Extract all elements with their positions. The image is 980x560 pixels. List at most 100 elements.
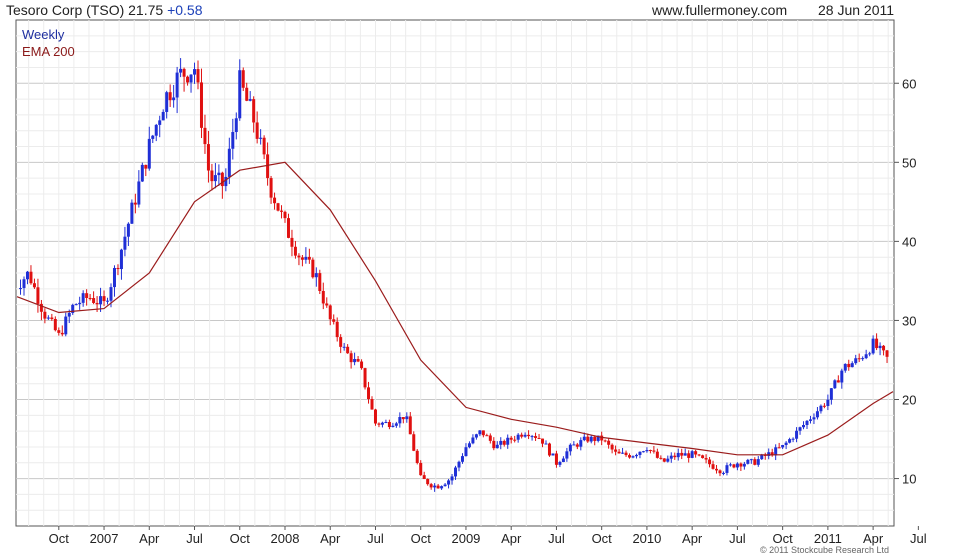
candle-body xyxy=(231,132,235,149)
candle-body xyxy=(492,440,496,449)
candle-body xyxy=(353,359,357,363)
candle-body xyxy=(415,450,419,463)
legend-ema: EMA 200 xyxy=(22,44,75,59)
candle-body xyxy=(248,99,252,101)
candle-body xyxy=(516,434,520,440)
candle-body xyxy=(575,444,579,447)
candle-body xyxy=(735,463,739,468)
candle-body xyxy=(255,122,259,139)
candle-body xyxy=(784,442,788,446)
candle-body xyxy=(614,449,618,452)
candle-body xyxy=(534,436,538,438)
candle-body xyxy=(878,345,882,349)
candle-body xyxy=(593,436,597,441)
candle-body xyxy=(440,486,444,489)
candle-body xyxy=(669,455,673,459)
candle-body xyxy=(596,435,600,441)
candle-body xyxy=(631,456,635,458)
candle-body xyxy=(561,458,565,462)
candle-body xyxy=(617,451,621,454)
candle-body xyxy=(715,468,719,471)
candle-body xyxy=(607,440,611,445)
candle-body xyxy=(193,69,197,75)
candle-body xyxy=(217,172,221,176)
candle-body xyxy=(133,202,137,205)
candle-body xyxy=(384,421,388,423)
candle-body xyxy=(523,434,527,437)
candle-body xyxy=(864,354,868,359)
candle-body xyxy=(704,458,708,460)
candle-body xyxy=(829,388,833,400)
candle-body xyxy=(589,436,593,442)
candle-body xyxy=(648,450,652,452)
candle-body xyxy=(429,484,433,488)
x-tick-label: Apr xyxy=(501,531,522,546)
candle-body xyxy=(659,457,663,459)
candle-body xyxy=(57,330,61,333)
chart-header-title: Tesoro Corp (TSO) 21.75 +0.58 xyxy=(6,2,203,18)
candle-body xyxy=(718,470,722,474)
candle-body xyxy=(673,455,677,458)
candle-body xyxy=(64,316,68,335)
candle-body xyxy=(802,425,806,428)
x-tick-label: Oct xyxy=(411,531,432,546)
candle-body xyxy=(760,454,764,460)
candle-body xyxy=(697,454,701,456)
grid xyxy=(16,20,894,526)
candle-body xyxy=(360,361,364,369)
candle-body xyxy=(262,137,266,155)
candle-body xyxy=(854,358,858,364)
x-axis: Oct 2007 Apr Jul Oct 2008 Apr Jul Oct 2009 Apr Jul O… xyxy=(49,526,927,546)
candle-body xyxy=(46,317,50,319)
candle-body xyxy=(29,271,33,284)
candle-body xyxy=(227,148,231,177)
candle-body xyxy=(433,485,437,488)
x-tick-label: Jul xyxy=(729,531,746,546)
y-tick-label: 40 xyxy=(902,234,916,249)
y-axis: 10 20 30 40 50 60 xyxy=(894,76,916,487)
site-link[interactable]: www.fullermoney.com xyxy=(652,2,788,18)
candle-body xyxy=(572,444,576,446)
candle-body xyxy=(140,164,144,182)
candle-body xyxy=(634,454,638,457)
candle-body xyxy=(419,462,423,476)
candle-body xyxy=(728,464,732,466)
candle-body xyxy=(182,68,186,77)
candle-body xyxy=(342,346,346,348)
candle-body xyxy=(652,450,656,452)
candle-body xyxy=(624,452,628,456)
candle-body xyxy=(102,296,106,302)
candle-body xyxy=(822,405,826,407)
candle-body xyxy=(520,434,524,437)
candle-body xyxy=(826,399,830,406)
candle-body xyxy=(81,293,85,303)
candle-body xyxy=(300,257,304,260)
candle-body xyxy=(290,237,294,247)
candle-body xyxy=(394,423,398,426)
candle-body xyxy=(690,451,694,458)
candle-body xyxy=(22,279,26,289)
x-tick-label: Apr xyxy=(863,531,884,546)
candle-body xyxy=(36,287,40,304)
x-tick-label: Apr xyxy=(682,531,703,546)
candle-body xyxy=(112,267,116,288)
candle-body xyxy=(662,458,666,462)
candle-body xyxy=(478,430,482,435)
y-tick-label: 60 xyxy=(902,76,916,91)
candle-body xyxy=(499,440,503,445)
candle-body xyxy=(565,451,569,459)
candle-body xyxy=(370,399,374,410)
candle-body xyxy=(808,419,812,421)
candle-body xyxy=(422,475,426,480)
candle-body xyxy=(280,210,284,212)
candle-body xyxy=(175,72,179,98)
candle-body xyxy=(676,452,680,458)
candle-body xyxy=(321,290,325,304)
x-tick-label: Apr xyxy=(139,531,160,546)
x-tick-label: Jul xyxy=(910,531,927,546)
candle-body xyxy=(833,380,837,389)
candle-body xyxy=(109,287,113,301)
candle-body xyxy=(812,417,816,420)
candle-body xyxy=(770,452,774,456)
candle-body xyxy=(88,297,92,299)
